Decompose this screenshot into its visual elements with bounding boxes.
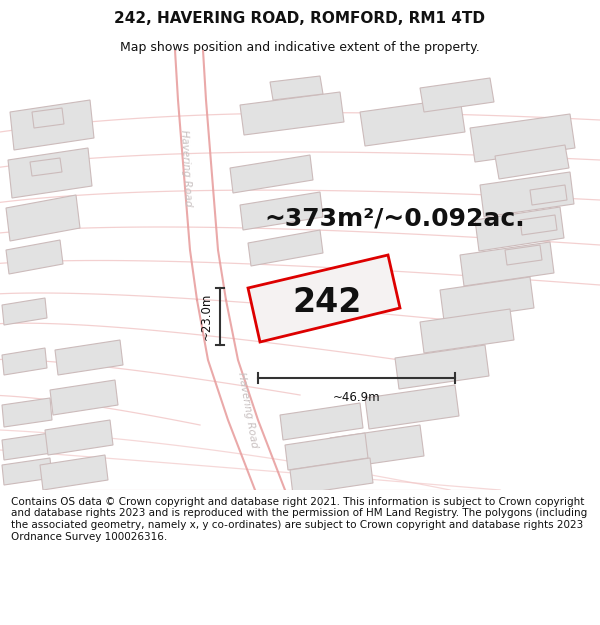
- Polygon shape: [365, 385, 459, 429]
- Polygon shape: [495, 145, 569, 179]
- Polygon shape: [2, 348, 47, 375]
- Polygon shape: [270, 76, 323, 100]
- Text: Contains OS data © Crown copyright and database right 2021. This information is : Contains OS data © Crown copyright and d…: [11, 497, 587, 541]
- Polygon shape: [475, 207, 564, 251]
- Polygon shape: [248, 255, 400, 342]
- Polygon shape: [530, 185, 567, 205]
- Polygon shape: [280, 403, 363, 440]
- Polygon shape: [460, 242, 554, 286]
- Polygon shape: [395, 345, 489, 389]
- Polygon shape: [40, 455, 108, 490]
- Polygon shape: [2, 458, 52, 485]
- Polygon shape: [420, 78, 494, 112]
- Polygon shape: [285, 433, 368, 470]
- Text: 242: 242: [292, 286, 362, 319]
- Polygon shape: [2, 398, 52, 427]
- Polygon shape: [50, 380, 118, 415]
- Polygon shape: [32, 108, 64, 128]
- Polygon shape: [6, 195, 80, 241]
- Polygon shape: [6, 240, 63, 274]
- Polygon shape: [505, 245, 542, 265]
- Polygon shape: [45, 420, 113, 455]
- Polygon shape: [230, 155, 313, 193]
- Polygon shape: [420, 309, 514, 353]
- Polygon shape: [360, 98, 465, 146]
- Polygon shape: [290, 458, 373, 495]
- Text: ~23.0m: ~23.0m: [200, 292, 213, 340]
- Text: 242, HAVERING ROAD, ROMFORD, RM1 4TD: 242, HAVERING ROAD, ROMFORD, RM1 4TD: [115, 11, 485, 26]
- Polygon shape: [55, 340, 123, 375]
- Polygon shape: [520, 215, 557, 235]
- Polygon shape: [2, 298, 47, 325]
- Polygon shape: [2, 433, 52, 460]
- Polygon shape: [440, 277, 534, 321]
- Text: ~373m²/~0.092ac.: ~373m²/~0.092ac.: [265, 206, 526, 230]
- Polygon shape: [248, 230, 323, 266]
- Polygon shape: [330, 425, 424, 469]
- Polygon shape: [10, 100, 94, 150]
- Text: Havering Road: Havering Road: [236, 371, 260, 449]
- Polygon shape: [30, 158, 62, 176]
- Text: Havering Road: Havering Road: [179, 129, 193, 207]
- Text: ~46.9m: ~46.9m: [332, 391, 380, 404]
- Polygon shape: [240, 92, 344, 135]
- Polygon shape: [480, 172, 574, 217]
- Text: Map shows position and indicative extent of the property.: Map shows position and indicative extent…: [120, 41, 480, 54]
- Polygon shape: [470, 114, 575, 162]
- Polygon shape: [8, 148, 92, 198]
- Polygon shape: [240, 192, 323, 230]
